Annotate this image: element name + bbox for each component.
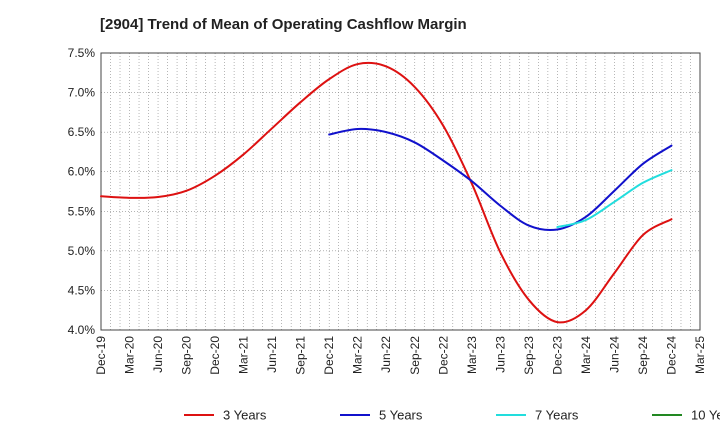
- y-tick-label: 4.0%: [68, 323, 96, 337]
- legend: 3 Years 5 Years 7 Years 10 Years: [184, 408, 720, 423]
- plot-border: [100, 52, 701, 331]
- y-tick-label: 7.0%: [68, 86, 96, 100]
- x-tick-label: Mar-21: [237, 336, 251, 374]
- x-tick-label: Sep-22: [408, 336, 422, 375]
- series-line-5-years: [328, 127, 673, 232]
- x-tick-label: Jun-22: [379, 336, 393, 373]
- y-tick-label: 5.0%: [68, 244, 96, 258]
- series-lines: [100, 61, 673, 324]
- x-tick-label: Dec-23: [550, 336, 564, 375]
- y-axis: 4.0% 4.5% 5.0% 5.5% 6.0% 6.5% 7.0% 7.5%: [68, 46, 96, 337]
- x-tick-label: Jun-23: [493, 336, 507, 373]
- x-tick-label: Jun-24: [607, 336, 621, 373]
- legend-label-3-years: 3 Years: [223, 408, 267, 423]
- legend-label-10-years: 10 Years: [691, 408, 720, 423]
- x-tick-label: Sep-20: [180, 336, 194, 375]
- series-line-3-years: [100, 61, 673, 324]
- x-tick-label: Mar-25: [693, 336, 707, 374]
- x-tick-label: Mar-22: [351, 336, 365, 374]
- plot-area: [101, 53, 700, 330]
- y-tick-label: 4.5%: [68, 283, 96, 297]
- x-tick-label: Sep-24: [636, 336, 650, 375]
- legend-label-5-years: 5 Years: [379, 408, 423, 423]
- x-tick-label: Jun-21: [265, 336, 279, 373]
- series-line-7-years: [556, 169, 673, 229]
- x-tick-label: Dec-21: [322, 336, 336, 375]
- y-tick-label: 7.5%: [68, 46, 96, 60]
- y-tick-label: 6.0%: [68, 165, 96, 179]
- x-tick-label: Sep-21: [294, 336, 308, 375]
- x-tick-label: Sep-23: [522, 336, 536, 375]
- y-tick-label: 5.5%: [68, 204, 96, 218]
- x-tick-label: Dec-22: [436, 336, 450, 375]
- x-axis: Dec-19 Mar-20 Jun-20 Sep-20 Dec-20 Mar-21 Jun-…: [94, 336, 707, 375]
- x-tick-label: Jun-20: [151, 336, 165, 373]
- x-tick-label: Mar-24: [579, 336, 593, 374]
- legend-label-7-years: 7 Years: [535, 408, 579, 423]
- x-tick-label: Dec-19: [94, 336, 108, 375]
- x-tick-label: Dec-24: [664, 336, 678, 375]
- y-tick-label: 6.5%: [68, 125, 96, 139]
- x-tick-label: Mar-23: [465, 336, 479, 374]
- chart-title: [2904] Trend of Mean of Operating Cashfl…: [100, 16, 467, 33]
- gridlines: [101, 52, 700, 331]
- x-tick-label: Mar-20: [123, 336, 137, 374]
- x-tick-label: Dec-20: [208, 336, 222, 375]
